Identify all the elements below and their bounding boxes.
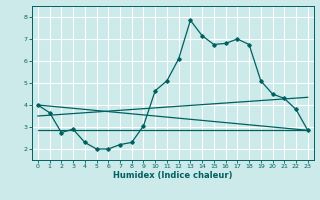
X-axis label: Humidex (Indice chaleur): Humidex (Indice chaleur): [113, 171, 233, 180]
